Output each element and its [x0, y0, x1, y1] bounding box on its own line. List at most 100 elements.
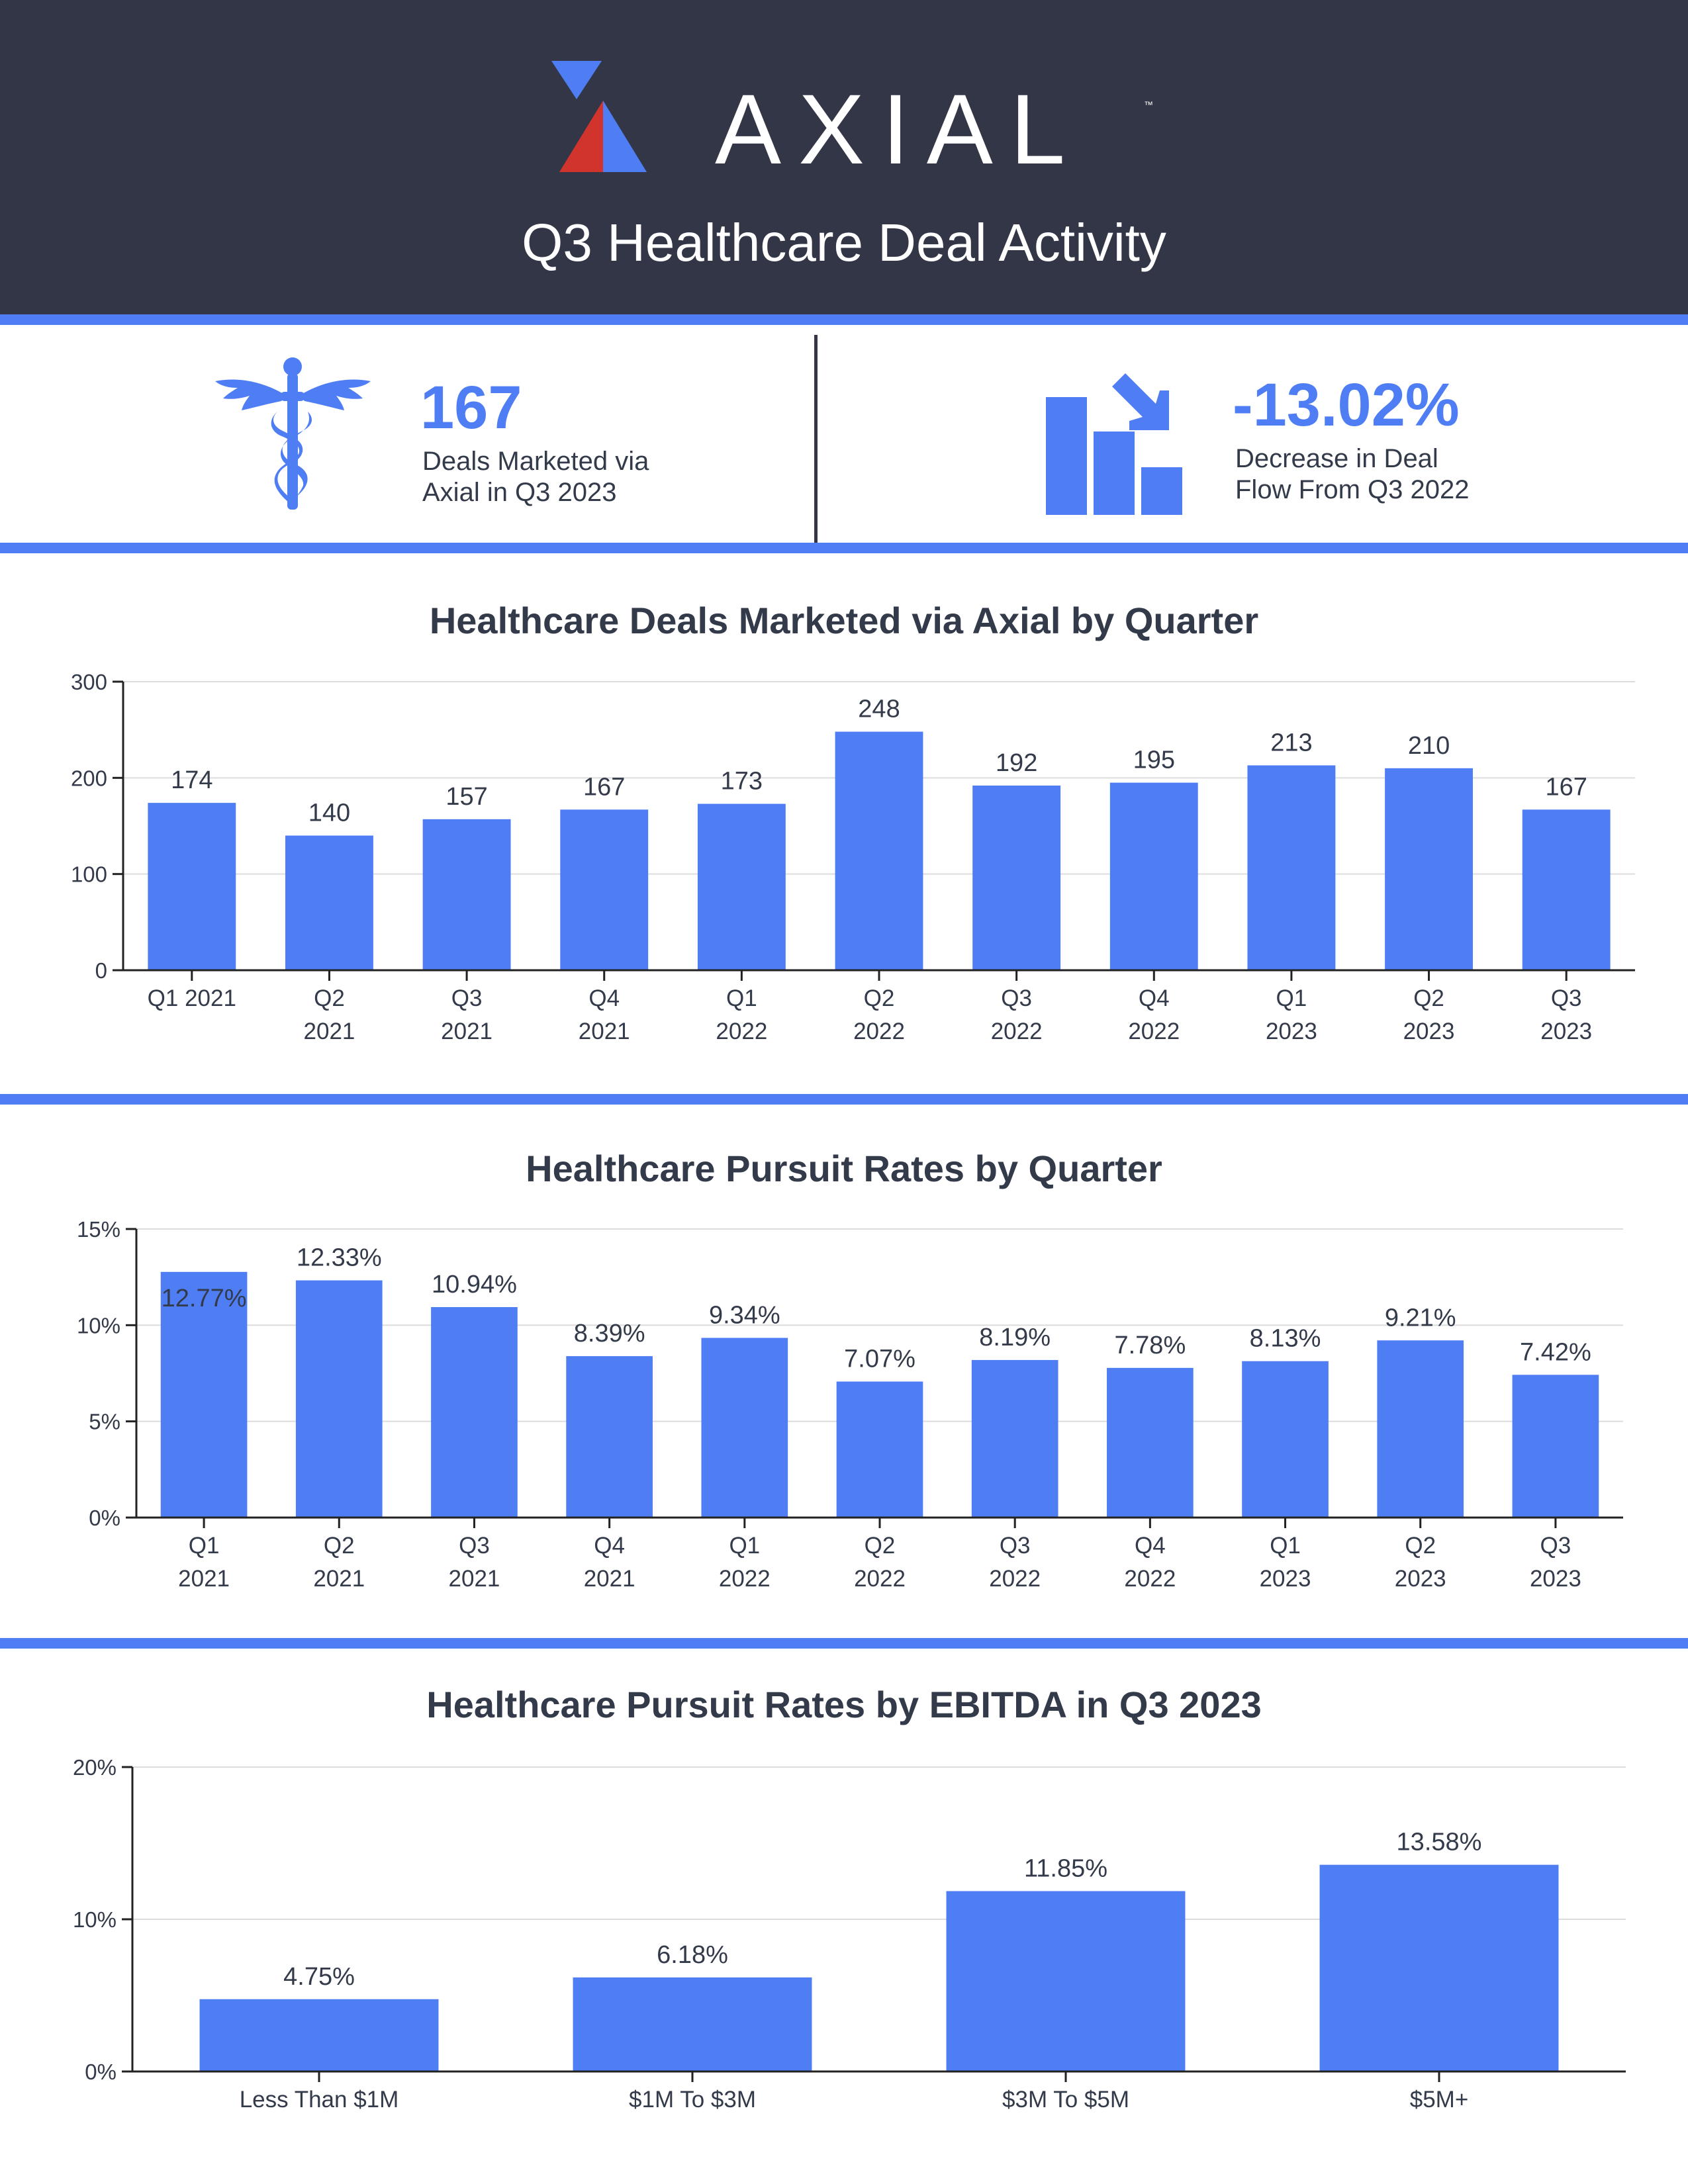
- y-tick-label: 100: [71, 862, 107, 887]
- x-tick-label: Q3: [1540, 1533, 1571, 1559]
- data-label: 140: [308, 799, 350, 827]
- axial-logo-icon: [551, 61, 647, 172]
- y-tick-label: 200: [71, 766, 107, 790]
- divider-rule: [0, 543, 1688, 553]
- deals-by-quarter-chart: 0 100 200 300 174 Q1 2021 140 Q2 2021 157 Q3 2021 16…: [71, 670, 1635, 1044]
- x-tick-label: 2023: [1403, 1019, 1455, 1044]
- bar: [148, 803, 236, 970]
- pursuit-rates-by-quarter-chart: 0% 5% 10% 15% 12.77% Q1 2021 12.33% Q2 2021 10.94%…: [77, 1217, 1623, 1592]
- x-tick-label: 2022: [719, 1566, 771, 1592]
- chart-title-pursuit-rates-by-ebitda: Healthcare Pursuit Rates by EBITDA in Q3…: [426, 1684, 1262, 1725]
- bar: [285, 835, 373, 970]
- x-tick-label: 2021: [584, 1566, 635, 1592]
- deals-marketed-label-line2: Axial in Q3 2023: [422, 478, 617, 507]
- bar: [431, 1307, 518, 1518]
- bar: [422, 819, 511, 970]
- data-label: 12.33%: [297, 1244, 382, 1272]
- y-tick-label: 0%: [85, 2060, 117, 2084]
- pursuit-rates-by-ebitda-chart: 0% 10% 20% 4.75% Less Than $1M 6.18% $1M To $3…: [73, 1755, 1626, 2113]
- data-label: 8.19%: [979, 1324, 1051, 1351]
- page-title: Q3 Healthcare Deal Activity: [522, 213, 1166, 272]
- y-tick-label: 5%: [89, 1410, 120, 1434]
- x-tick-label: 2023: [1260, 1566, 1311, 1592]
- data-label: 9.21%: [1385, 1304, 1456, 1332]
- x-tick-label: Less Than $1M: [240, 2087, 399, 2113]
- bar: [946, 1891, 1186, 2071]
- y-tick-label: 0%: [89, 1506, 120, 1530]
- divider-rule: [0, 1094, 1688, 1105]
- x-tick-label: Q3: [1001, 985, 1032, 1011]
- data-label: 7.42%: [1520, 1338, 1591, 1366]
- x-tick-label: $3M To $5M: [1002, 2087, 1129, 2113]
- bar: [1377, 1340, 1464, 1518]
- x-tick-label: Q2: [324, 1533, 355, 1559]
- header-banner: AXIAL ™ Q3 Healthcare Deal Activity: [0, 0, 1688, 314]
- x-tick-label: Q4: [1135, 1533, 1166, 1559]
- declining-bar-chart-icon: [1046, 373, 1182, 515]
- x-tick-label: Q3: [451, 985, 483, 1011]
- data-label: 12.77%: [162, 1285, 247, 1312]
- x-tick-label: 2022: [854, 1566, 906, 1592]
- x-tick-label: Q2: [314, 985, 345, 1011]
- x-tick-label: 2022: [991, 1019, 1043, 1044]
- x-tick-label: Q1 2021: [148, 985, 236, 1011]
- x-tick-label: 2022: [1128, 1019, 1180, 1044]
- data-label: 9.34%: [709, 1302, 780, 1330]
- x-tick-label: 2021: [313, 1566, 365, 1592]
- x-tick-label: Q2: [1405, 1533, 1436, 1559]
- x-tick-label: Q1: [1270, 1533, 1301, 1559]
- data-label: 13.58%: [1397, 1829, 1482, 1856]
- data-label: 174: [171, 766, 212, 794]
- x-tick-label: Q1: [1276, 985, 1307, 1011]
- x-tick-label: 2021: [449, 1566, 500, 1592]
- data-label: 4.75%: [283, 1963, 355, 1991]
- data-label: 248: [858, 696, 900, 723]
- bar: [560, 809, 649, 970]
- deal-flow-change-label-line1: Decrease in Deal: [1235, 444, 1438, 473]
- x-tick-label: 2021: [304, 1019, 355, 1044]
- bar: [701, 1338, 788, 1518]
- chart-title-pursuit-rates-by-quarter: Healthcare Pursuit Rates by Quarter: [526, 1148, 1162, 1189]
- divider-rule: [0, 1638, 1688, 1649]
- x-tick-label: Q4: [1139, 985, 1170, 1011]
- divider-rule: [0, 314, 1688, 325]
- bar: [1242, 1361, 1329, 1518]
- bar: [1109, 782, 1198, 970]
- x-tick-label: 2022: [853, 1019, 905, 1044]
- bar: [1385, 768, 1473, 970]
- data-label: 157: [445, 783, 487, 811]
- x-tick-label: 2021: [178, 1566, 230, 1592]
- stats-divider: [814, 335, 818, 543]
- deal-flow-change-label-line2: Flow From Q3 2022: [1235, 475, 1470, 504]
- x-tick-label: Q3: [459, 1533, 490, 1559]
- x-tick-label: 2022: [1124, 1566, 1176, 1592]
- bar: [971, 1359, 1058, 1518]
- deals-marketed-value: 167: [420, 374, 522, 441]
- bar: [573, 1977, 812, 2071]
- bar: [836, 1381, 923, 1518]
- data-label: 11.85%: [1024, 1854, 1107, 1882]
- y-tick-label: 0: [95, 958, 107, 983]
- x-tick-label: 2023: [1540, 1019, 1592, 1044]
- x-tick-label: Q3: [1000, 1533, 1031, 1559]
- y-tick-label: 15%: [77, 1217, 120, 1242]
- x-tick-label: 2023: [1266, 1019, 1317, 1044]
- data-label: 7.07%: [844, 1345, 915, 1373]
- caduceus-icon: [215, 357, 371, 510]
- chart-title-deals-by-quarter: Healthcare Deals Marketed via Axial by Q…: [429, 600, 1259, 641]
- bar: [295, 1280, 383, 1518]
- bar: [972, 785, 1061, 970]
- x-tick-label: Q4: [594, 1533, 625, 1559]
- x-tick-label: Q2: [864, 985, 895, 1011]
- y-tick-label: 10%: [77, 1313, 120, 1338]
- bar: [697, 803, 786, 970]
- x-tick-label: Q3: [1551, 985, 1582, 1011]
- data-label: 167: [1545, 773, 1587, 801]
- bar: [1319, 1864, 1559, 2071]
- bar: [160, 1271, 248, 1518]
- x-tick-label: Q1: [189, 1533, 220, 1559]
- data-label: 167: [583, 773, 625, 801]
- data-label: 213: [1270, 729, 1312, 756]
- data-label: 6.18%: [657, 1941, 728, 1969]
- trademark-symbol: ™: [1144, 99, 1153, 110]
